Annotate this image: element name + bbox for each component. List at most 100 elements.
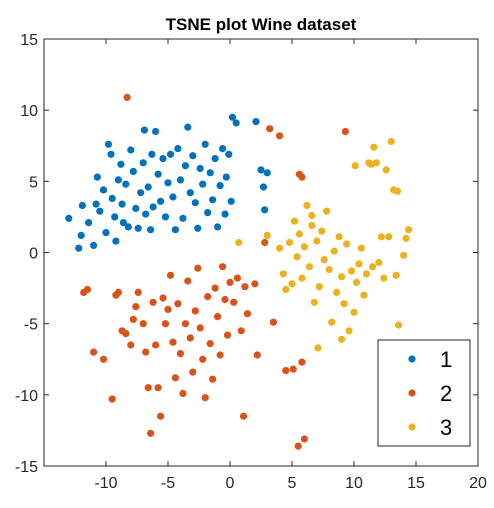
- data-point-series-3: [300, 243, 308, 251]
- data-point-series-1: [214, 223, 222, 231]
- data-point-series-2: [201, 394, 209, 402]
- data-point-series-2: [164, 305, 172, 313]
- data-point-series-1: [166, 150, 175, 158]
- data-point-series-2: [237, 327, 245, 335]
- data-point-series-1: [159, 155, 167, 163]
- data-point-series-1: [134, 224, 142, 232]
- data-point-series-1: [65, 214, 73, 222]
- data-point-series-2: [251, 280, 259, 288]
- data-point-series-3: [372, 159, 380, 167]
- data-point-series-1: [219, 145, 227, 153]
- data-point-series-2: [233, 274, 241, 282]
- y-tick-label: 5: [29, 174, 38, 191]
- data-point-series-1: [148, 150, 156, 158]
- data-point-series-2: [171, 374, 179, 382]
- data-point-series-1: [122, 180, 130, 188]
- data-point-series-1: [222, 173, 230, 181]
- data-point-series-3: [323, 207, 331, 215]
- data-point-series-3: [340, 300, 348, 308]
- data-point-series-1: [144, 183, 152, 191]
- data-point-series-3: [405, 226, 413, 234]
- data-point-series-2: [169, 338, 177, 346]
- data-point-series-3: [295, 230, 303, 238]
- data-point-series-2: [211, 284, 219, 292]
- data-point-series-2: [216, 351, 224, 359]
- data-point-series-2: [154, 384, 162, 392]
- data-point-series-1: [152, 127, 160, 136]
- data-point-series-2: [266, 125, 274, 133]
- data-point-series-1: [157, 197, 165, 205]
- data-point-series-1: [194, 224, 202, 232]
- data-point-series-1: [211, 155, 219, 163]
- data-point-series-1: [90, 241, 98, 249]
- data-point-series-1: [259, 183, 268, 191]
- data-point-series-3: [393, 187, 401, 195]
- data-point-series-2: [300, 435, 308, 443]
- data-point-series-1: [154, 170, 162, 178]
- data-point-series-2: [223, 331, 232, 339]
- data-point-series-2: [166, 271, 175, 279]
- data-point-series-2: [214, 313, 222, 321]
- legend: 1 2 3: [377, 339, 471, 447]
- legend-box: [377, 339, 471, 447]
- data-point-series-1: [179, 214, 187, 222]
- data-point-series-1: [161, 213, 170, 221]
- data-point-series-3: [400, 251, 408, 259]
- data-point-series-3: [350, 308, 358, 316]
- data-point-series-3: [347, 267, 356, 275]
- legend-marker-series-3: [408, 423, 416, 431]
- data-point-series-2: [122, 330, 130, 338]
- data-point-series-3: [279, 270, 287, 278]
- data-point-series-2: [298, 173, 306, 181]
- y-tick-label: 0: [29, 246, 38, 263]
- data-point-series-2: [294, 442, 302, 450]
- data-point-series-1: [77, 231, 85, 239]
- data-point-series-2: [186, 334, 194, 342]
- y-tick-label: 10: [20, 103, 38, 120]
- data-point-series-2: [123, 93, 131, 101]
- data-point-series-3: [305, 263, 313, 271]
- data-point-series-2: [206, 340, 214, 348]
- legend-marker-series-2: [408, 389, 416, 397]
- data-point-series-2: [289, 365, 297, 373]
- data-point-series-3: [385, 233, 393, 241]
- x-tick-label: 15: [407, 475, 425, 492]
- data-point-series-2: [341, 127, 349, 136]
- data-point-series-2: [209, 375, 217, 383]
- data-point-series-3: [303, 201, 311, 210]
- data-point-series-1: [96, 207, 104, 215]
- data-point-series-1: [196, 164, 204, 173]
- data-point-series-1: [176, 176, 184, 184]
- data-point-series-3: [235, 238, 243, 247]
- data-point-series-2: [152, 341, 160, 349]
- data-point-series-2: [276, 132, 284, 140]
- data-point-series-3: [276, 244, 284, 252]
- data-point-series-2: [99, 355, 108, 363]
- data-point-series-2: [134, 288, 142, 296]
- data-point-series-1: [186, 189, 194, 197]
- data-point-series-1: [252, 118, 260, 126]
- data-point-series-2: [161, 320, 170, 328]
- data-point-series-3: [382, 166, 390, 174]
- data-point-series-2: [243, 310, 251, 318]
- data-point-series-2: [149, 298, 157, 306]
- data-point-series-2: [174, 300, 182, 308]
- data-point-series-1: [104, 140, 113, 148]
- data-points: [65, 93, 413, 450]
- data-point-series-2: [261, 238, 269, 247]
- data-point-series-1: [99, 186, 108, 194]
- data-point-series-3: [314, 344, 322, 352]
- data-point-series-2: [219, 263, 227, 271]
- data-point-series-2: [147, 429, 155, 437]
- legend-label: 3: [440, 415, 452, 440]
- data-point-series-2: [191, 307, 199, 315]
- data-point-series-3: [325, 266, 333, 274]
- data-point-series-2: [269, 318, 277, 326]
- data-point-series-1: [204, 209, 212, 217]
- data-point-series-1: [127, 146, 135, 154]
- data-point-series-2: [221, 295, 229, 304]
- data-point-series-2: [282, 367, 290, 375]
- data-point-series-1: [181, 162, 189, 170]
- data-point-series-3: [343, 240, 351, 248]
